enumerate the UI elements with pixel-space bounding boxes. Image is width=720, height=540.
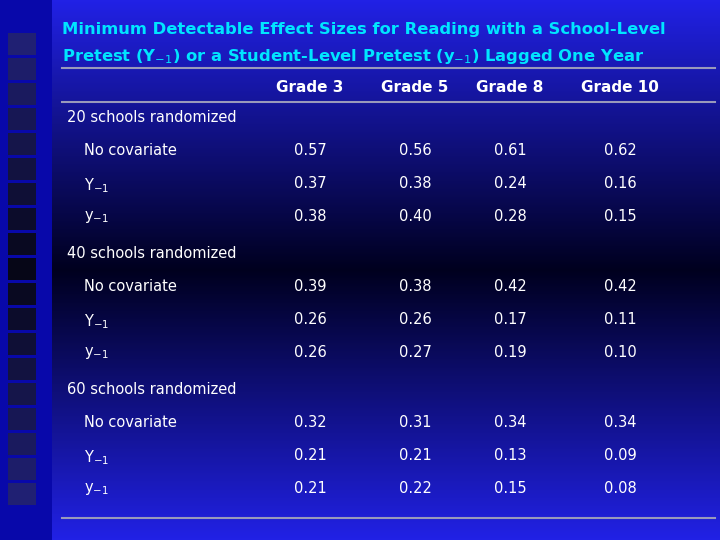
Text: 0.21: 0.21 [399,448,431,463]
Text: 0.15: 0.15 [494,481,526,496]
Text: 0.13: 0.13 [494,448,526,463]
Text: y$_{-1}$: y$_{-1}$ [84,345,109,361]
Bar [8,433,36,455]
Text: 0.22: 0.22 [399,481,431,496]
Text: 0.34: 0.34 [494,415,526,430]
Bar [8,32,36,55]
Text: 0.16: 0.16 [603,176,636,191]
Text: 60 schools randomized: 60 schools randomized [67,382,236,397]
Text: 0.10: 0.10 [603,345,636,360]
Text: 0.24: 0.24 [494,176,526,191]
Bar [8,307,36,329]
Text: 0.17: 0.17 [494,312,526,327]
Text: Minimum Detectable Effect Sizes for Reading with a School-Level: Minimum Detectable Effect Sizes for Read… [62,22,665,37]
Text: Grade 5: Grade 5 [382,80,449,95]
Text: 0.28: 0.28 [494,209,526,224]
Bar [8,483,36,504]
Text: 0.39: 0.39 [294,279,326,294]
Text: 0.62: 0.62 [603,143,636,158]
Text: y$_{-1}$: y$_{-1}$ [84,209,109,225]
Text: 0.09: 0.09 [603,448,636,463]
Text: No covariate: No covariate [84,279,177,294]
Text: y$_{-1}$: y$_{-1}$ [84,481,109,497]
Text: 0.15: 0.15 [603,209,636,224]
Bar [8,83,36,105]
Text: Y$_{-1}$: Y$_{-1}$ [84,176,109,195]
Text: 0.42: 0.42 [494,279,526,294]
Text: 0.38: 0.38 [294,209,326,224]
Text: 0.57: 0.57 [294,143,326,158]
Bar [8,333,36,354]
Bar [8,258,36,280]
Text: 0.32: 0.32 [294,415,326,430]
Bar [8,207,36,230]
Text: 0.26: 0.26 [294,312,326,327]
Bar [8,408,36,429]
Text: 0.27: 0.27 [399,345,431,360]
Bar [8,158,36,179]
Bar [8,233,36,254]
Text: 40 schools randomized: 40 schools randomized [67,246,236,261]
Text: 0.26: 0.26 [399,312,431,327]
Text: 0.37: 0.37 [294,176,326,191]
Text: Y$_{-1}$: Y$_{-1}$ [84,448,109,467]
Text: 0.19: 0.19 [494,345,526,360]
Text: 0.34: 0.34 [604,415,636,430]
Bar [8,282,36,305]
Text: Grade 8: Grade 8 [477,80,544,95]
Text: 0.11: 0.11 [603,312,636,327]
Text: 0.56: 0.56 [399,143,431,158]
Text: 0.31: 0.31 [399,415,431,430]
Text: Pretest (Y$_{-1}$) or a Student-Level Pretest (y$_{-1}$) Lagged One Year: Pretest (Y$_{-1}$) or a Student-Level Pr… [62,47,644,66]
Text: 0.26: 0.26 [294,345,326,360]
Text: 0.21: 0.21 [294,448,326,463]
Text: 20 schools randomized: 20 schools randomized [67,110,237,125]
Text: Grade 3: Grade 3 [276,80,343,95]
Text: No covariate: No covariate [84,143,177,158]
Bar [8,457,36,480]
Text: No covariate: No covariate [84,415,177,430]
Text: 0.38: 0.38 [399,176,431,191]
Text: 0.08: 0.08 [603,481,636,496]
Bar [8,183,36,205]
Text: 0.38: 0.38 [399,279,431,294]
Bar [0,0,52,540]
Text: Grade 10: Grade 10 [581,80,659,95]
Text: 0.61: 0.61 [494,143,526,158]
Text: 0.40: 0.40 [399,209,431,224]
Text: 0.21: 0.21 [294,481,326,496]
Text: 0.42: 0.42 [603,279,636,294]
Bar [8,357,36,380]
Bar [8,107,36,130]
Bar [8,382,36,404]
Text: Y$_{-1}$: Y$_{-1}$ [84,312,109,330]
Bar [8,57,36,79]
Bar [8,132,36,154]
